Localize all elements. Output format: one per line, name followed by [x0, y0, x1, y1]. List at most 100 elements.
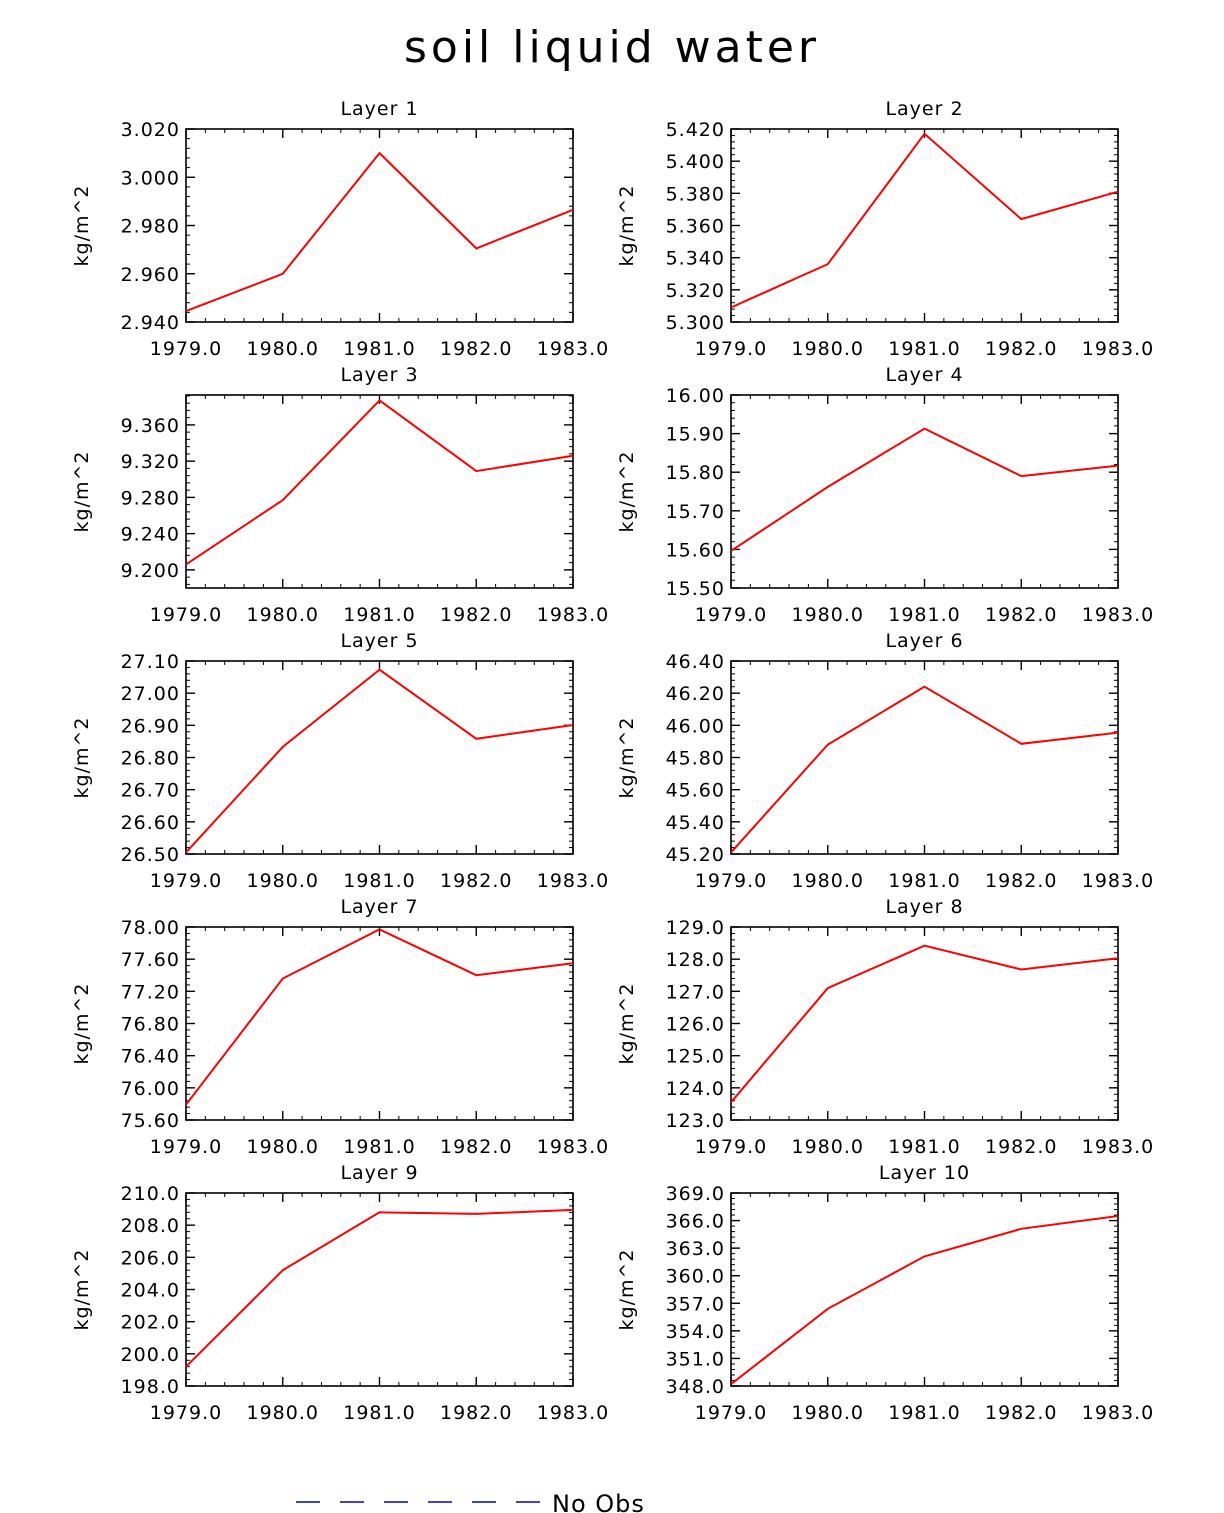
x-tick-label: 1980.0: [792, 1136, 864, 1158]
x-tick-label: 1982.0: [440, 338, 512, 360]
y-tick-label: 76.80: [121, 1014, 180, 1036]
series-line: [185, 399, 574, 566]
x-tick-label: 1979.0: [150, 338, 222, 360]
y-axis-label: kg/m^2: [71, 983, 93, 1065]
y-tick-label: 26.60: [121, 812, 180, 834]
x-tick-label: 1983.0: [1082, 604, 1154, 626]
y-tick-label: 200.0: [121, 1344, 180, 1366]
y-tick-label: 5.400: [666, 151, 725, 173]
y-axis-label: kg/m^2: [71, 1249, 93, 1331]
x-tick-label: 1982.0: [440, 604, 512, 626]
y-axis-label: kg/m^2: [71, 717, 93, 799]
x-tick-label: 1979.0: [695, 604, 767, 626]
y-tick-label: 202.0: [121, 1312, 180, 1334]
x-tick-label: 1983.0: [537, 1136, 609, 1158]
panel-layer-9: Layer 9 kg/m^2 1979.0 1980.0 1981.0 1982.0 198…: [71, 1162, 609, 1424]
y-tick-label: 348.0: [666, 1376, 725, 1398]
y-tick-label: 15.80: [666, 462, 725, 484]
y-tick-label: 26.70: [121, 780, 180, 802]
series-line: [185, 928, 574, 1106]
y-tick-label: 15.70: [666, 501, 725, 523]
panel-layer-8: Layer 8 kg/m^2 1979.0 1980.0 1981.0 1982.0 198…: [616, 896, 1153, 1158]
y-tick-label: 366.0: [666, 1211, 725, 1233]
y-tick-label: 369.0: [666, 1183, 725, 1205]
y-tick-label: 208.0: [121, 1215, 180, 1237]
series-line: [185, 668, 574, 854]
y-tick-label: 16.00: [666, 385, 725, 407]
x-tick-label: 1981.0: [343, 338, 415, 360]
panel-title: Layer 5: [340, 630, 418, 652]
x-tick-label: 1980.0: [247, 338, 319, 360]
x-tick-label: 1982.0: [440, 1136, 512, 1158]
y-tick-label: 9.240: [121, 524, 180, 546]
y-tick-label: 129.0: [666, 917, 725, 939]
panel-title: Layer 3: [340, 364, 418, 386]
series-line: [730, 132, 1119, 309]
x-tick-label: 1982.0: [440, 870, 512, 892]
figure-title: soil liquid water: [403, 22, 821, 73]
y-tick-label: 77.60: [121, 949, 180, 971]
panel-layer-1: Layer 1 kg/m^2 1979.0 1980.0 1981.0 1982.0 198…: [71, 98, 609, 360]
x-tick-label: 1983.0: [537, 604, 609, 626]
x-tick-label: 1983.0: [537, 338, 609, 360]
y-tick-label: 9.200: [121, 560, 180, 582]
y-tick-label: 5.320: [666, 280, 725, 302]
y-tick-label: 2.940: [121, 312, 180, 334]
y-tick-label: 3.020: [121, 119, 180, 141]
x-tick-label: 1979.0: [150, 1136, 222, 1158]
y-tick-label: 204.0: [121, 1280, 180, 1302]
y-tick-label: 198.0: [121, 1376, 180, 1398]
panel-title: Layer 1: [340, 98, 418, 120]
panel-layer-7: Layer 7 kg/m^2 1979.0 1980.0 1981.0 1982.0 198…: [71, 896, 609, 1158]
panel-title: Layer 2: [885, 98, 963, 120]
y-tick-label: 26.80: [121, 748, 180, 770]
y-axis-label: kg/m^2: [71, 451, 93, 533]
legend-label: No Obs: [552, 1490, 645, 1513]
panel-layer-2: Layer 2 kg/m^2 1979.0 1980.0 1981.0 1982.0 198…: [616, 98, 1154, 360]
y-tick-label: 5.360: [666, 216, 725, 238]
y-tick-label: 351.0: [666, 1348, 725, 1370]
y-tick-label: 2.980: [121, 216, 180, 238]
y-axis-label: kg/m^2: [616, 983, 638, 1065]
panel-layer-3: Layer 3 kg/m^2 1979.0 1980.0 1981.0 1982.0 198…: [71, 364, 609, 626]
y-tick-label: 45.40: [666, 812, 725, 834]
y-tick-label: 363.0: [666, 1238, 725, 1260]
x-tick-label: 1982.0: [440, 1402, 512, 1424]
y-tick-label: 5.380: [666, 183, 725, 205]
y-tick-label: 354.0: [666, 1321, 725, 1343]
x-tick-label: 1983.0: [1082, 338, 1154, 360]
y-tick-label: 76.00: [121, 1078, 180, 1100]
y-tick-label: 15.50: [666, 578, 725, 600]
y-tick-label: 46.00: [666, 715, 725, 737]
x-tick-label: 1981.0: [343, 870, 415, 892]
y-tick-label: 127.0: [666, 981, 725, 1003]
x-tick-label: 1981.0: [888, 604, 960, 626]
y-tick-label: 76.40: [121, 1046, 180, 1068]
panel-title: Layer 10: [879, 1162, 970, 1184]
panel-title: Layer 8: [885, 896, 963, 918]
x-tick-label: 1983.0: [537, 1402, 609, 1424]
y-tick-label: 78.00: [121, 917, 180, 939]
y-tick-label: 45.60: [666, 780, 725, 802]
x-tick-label: 1981.0: [888, 870, 960, 892]
y-tick-label: 45.80: [666, 748, 725, 770]
series-line: [185, 151, 574, 313]
x-tick-label: 1979.0: [150, 604, 222, 626]
y-tick-label: 9.280: [121, 487, 180, 509]
y-tick-label: 9.360: [121, 415, 180, 437]
y-tick-label: 124.0: [666, 1078, 725, 1100]
y-tick-label: 75.60: [121, 1110, 180, 1132]
panel-title: Layer 9: [340, 1162, 418, 1184]
y-tick-label: 77.20: [121, 981, 180, 1003]
x-tick-label: 1979.0: [695, 338, 767, 360]
y-axis-label: kg/m^2: [616, 185, 638, 267]
panel-title: Layer 4: [885, 364, 963, 386]
y-tick-label: 46.40: [666, 651, 725, 673]
y-tick-label: 46.20: [666, 683, 725, 705]
x-tick-label: 1979.0: [695, 1402, 767, 1424]
panel-layer-5: Layer 5 kg/m^2 1979.0 1980.0 1981.0 1982.0 198…: [71, 630, 608, 892]
y-tick-label: 357.0: [666, 1293, 725, 1315]
series-line: [730, 944, 1119, 1103]
